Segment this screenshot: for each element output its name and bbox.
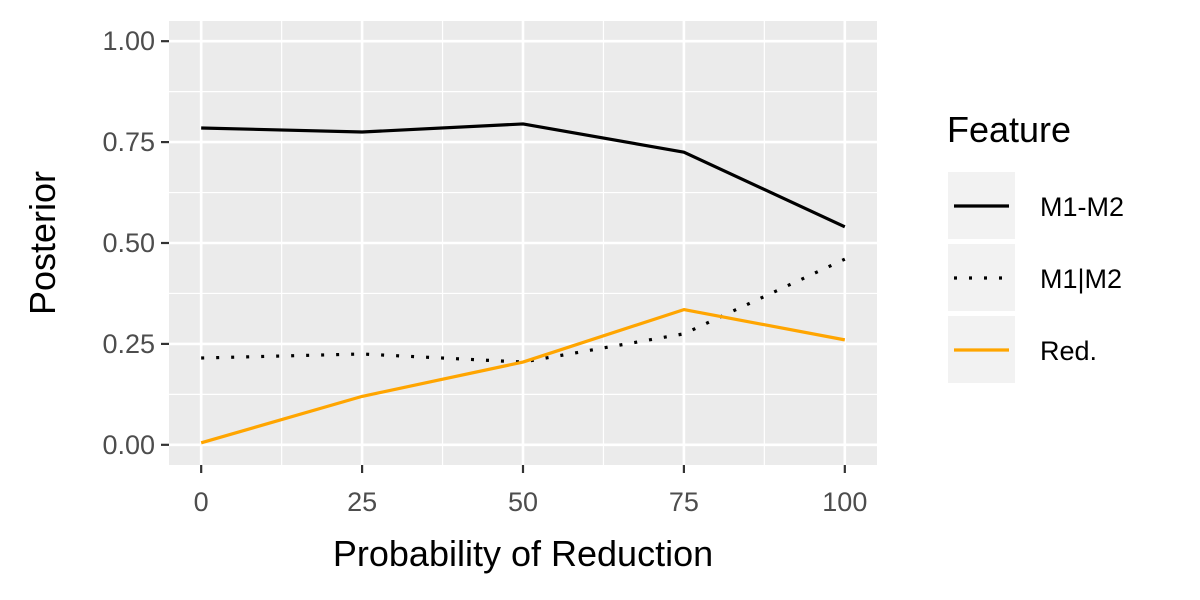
x-axis-title: Probability of Reduction bbox=[333, 533, 713, 574]
y-tick-label: 0.00 bbox=[102, 430, 155, 460]
legend: Feature M1-M2 M1|M2 Red. bbox=[947, 109, 1124, 383]
series-line-red- bbox=[200, 308, 846, 445]
y-tick-label: 1.00 bbox=[102, 26, 155, 56]
legend-key bbox=[948, 244, 1015, 311]
legend-label: M1-M2 bbox=[1040, 192, 1124, 222]
legend-label: Red. bbox=[1040, 336, 1097, 366]
y-tick-label: 0.25 bbox=[102, 329, 155, 359]
x-axis: 0 25 50 75 100 bbox=[194, 465, 867, 517]
x-tick-label: 25 bbox=[347, 487, 377, 517]
y-tick-label: 0.75 bbox=[102, 127, 155, 157]
legend-label: M1|M2 bbox=[1040, 264, 1122, 294]
x-tick-label: 100 bbox=[822, 487, 867, 517]
y-axis: 0.00 0.25 0.50 0.75 1.00 bbox=[102, 26, 169, 460]
y-tick-label: 0.50 bbox=[102, 228, 155, 258]
legend-title: Feature bbox=[947, 109, 1071, 150]
x-tick-label: 75 bbox=[669, 487, 699, 517]
x-tick-label: 0 bbox=[194, 487, 209, 517]
series-line-m1-m2 bbox=[201, 122, 846, 229]
major-gridlines bbox=[169, 21, 877, 465]
y-axis-title: Posterior bbox=[22, 171, 63, 315]
series-line-m1-m2 bbox=[201, 257, 846, 364]
series-lines bbox=[200, 122, 846, 445]
x-tick-label: 50 bbox=[508, 487, 538, 517]
